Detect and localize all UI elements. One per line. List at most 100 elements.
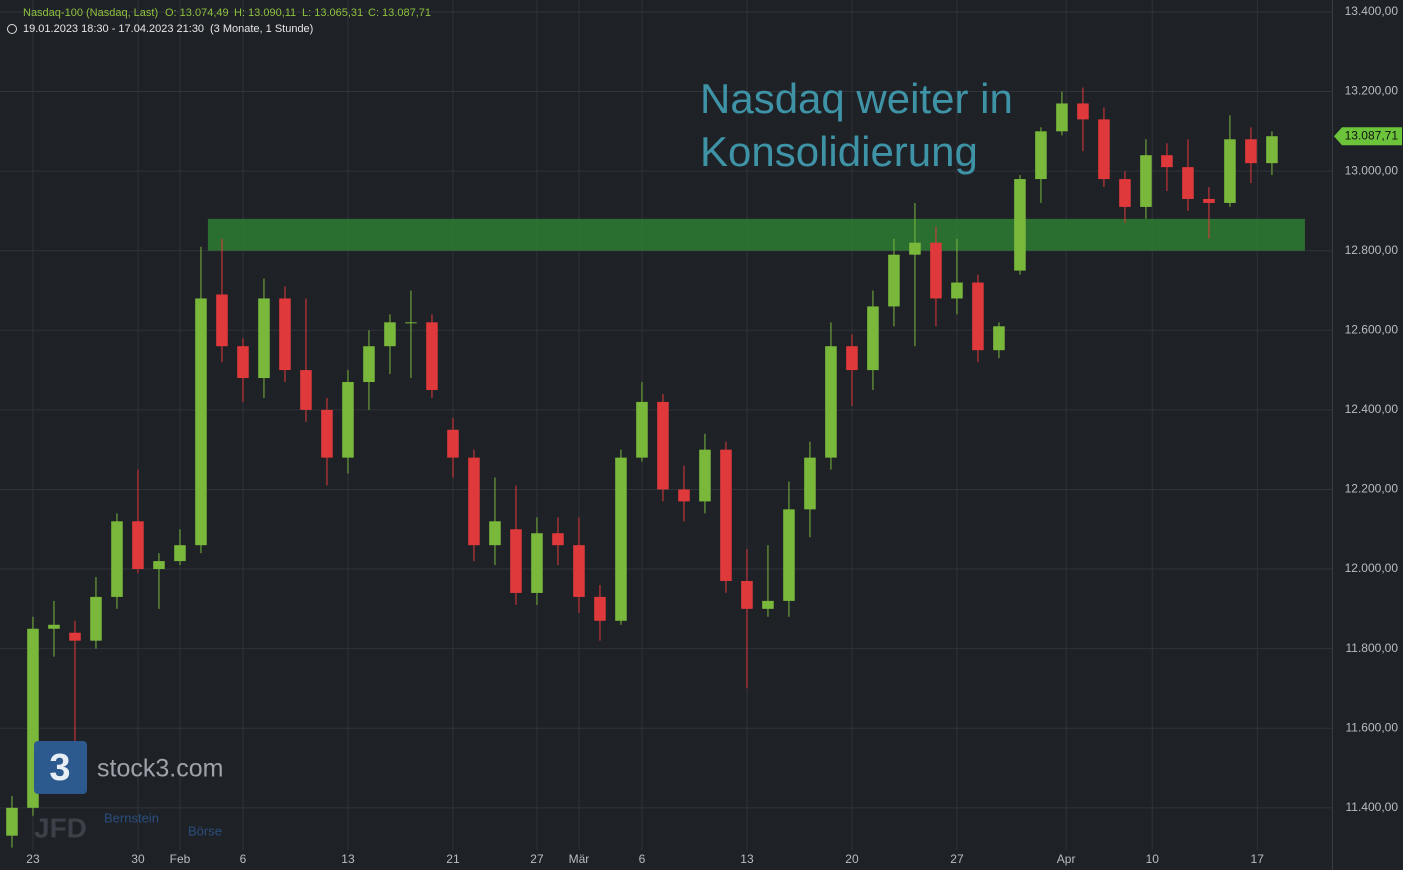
candle-body [573, 545, 585, 597]
candle-body [1203, 198, 1215, 203]
candle-body [1077, 103, 1089, 120]
candle-body [216, 294, 228, 347]
candle-body [1266, 136, 1278, 164]
clock-icon [7, 24, 17, 34]
candle-body [636, 401, 648, 458]
partner-logo: JFD [34, 812, 87, 843]
y-tick-label: 13.200,00 [1345, 84, 1399, 98]
candle-body [825, 346, 837, 458]
x-tick-label: 30 [131, 852, 145, 866]
candle-body [699, 449, 711, 502]
date-range: 19.01.2023 18:30 - 17.04.2023 21:30 [23, 23, 204, 35]
support-zone [207, 218, 1305, 251]
watermark: 3 stock3.com JFD Bernstein Börse [34, 741, 223, 843]
candle-body [867, 306, 879, 371]
candle-body [132, 521, 144, 570]
candle-body [69, 632, 81, 641]
candle-body [489, 521, 501, 546]
candle-body [615, 457, 627, 621]
candle-body [6, 807, 18, 836]
x-tick-label: 23 [26, 852, 40, 866]
partner-logo: Börse [188, 823, 222, 838]
x-tick-label: Apr [1057, 852, 1076, 866]
x-tick-label: 17 [1251, 852, 1265, 866]
y-tick-label: 11.400,00 [1346, 800, 1399, 814]
candle-body [888, 254, 900, 307]
candle-body [300, 370, 312, 410]
y-tick-label: 12.200,00 [1345, 482, 1399, 496]
x-tick-label: 20 [845, 852, 859, 866]
y-tick-label: 13.400,00 [1345, 4, 1399, 18]
x-tick-label: 6 [639, 852, 646, 866]
candle-body [783, 509, 795, 601]
candle-body [1035, 131, 1047, 180]
candle-body [1119, 179, 1131, 207]
y-tick-label: 13.000,00 [1345, 163, 1399, 177]
partner-logo: Bernstein [104, 810, 159, 825]
candle-body [594, 596, 606, 621]
candle-body [1140, 155, 1152, 207]
candle-body [195, 298, 207, 546]
x-tick-label: 27 [950, 852, 964, 866]
candle-body [1224, 139, 1236, 203]
candle-body [720, 449, 732, 581]
y-tick-label: 12.800,00 [1345, 243, 1399, 257]
candle-body [762, 600, 774, 609]
candle-body [258, 298, 270, 379]
annotation: Nasdaq weiter in [700, 75, 1013, 122]
candle-body [447, 429, 459, 458]
candle-body [1161, 155, 1173, 168]
candle-body [657, 401, 669, 490]
header: Nasdaq-100 (Nasdaq, Last) O: 13.074,49 H… [7, 7, 431, 35]
candle-body [153, 561, 165, 570]
candle-body [510, 529, 522, 593]
candle-body [972, 282, 984, 351]
period: (3 Monate, 1 Stunde) [210, 23, 313, 35]
candle-body [741, 580, 753, 609]
candle-body [678, 489, 690, 502]
candle-body [111, 521, 123, 597]
candle-body [321, 409, 333, 458]
candle-body [804, 457, 816, 510]
x-tick-label: 21 [446, 852, 460, 866]
candle-body [951, 282, 963, 299]
candle-body [909, 242, 921, 255]
ohlc-high: H: 13.090,11 [234, 7, 296, 19]
y-tick-label: 11.800,00 [1346, 641, 1399, 655]
x-tick-label: Mär [569, 852, 590, 866]
x-tick-label: 6 [240, 852, 247, 866]
ohlc-low: L: 13.065,31 [302, 7, 363, 19]
candle-body [237, 346, 249, 379]
candle-body [384, 322, 396, 347]
last-price-marker [1334, 127, 1402, 146]
x-tick-label: Feb [170, 852, 191, 866]
candle-body [552, 533, 564, 546]
brand: stock3.com [97, 755, 223, 783]
candle-body [993, 326, 1005, 351]
ohlc-open: O: 13.074,49 [165, 7, 229, 19]
candle-body [27, 628, 39, 808]
candle-body [1056, 103, 1068, 132]
y-tick-label: 12.600,00 [1345, 322, 1399, 336]
y-tick-label: 11.600,00 [1346, 720, 1399, 734]
candle-body [363, 346, 375, 383]
candle-body [930, 242, 942, 299]
candle-body [468, 457, 480, 546]
last-price-label: 13.087,71 [1345, 128, 1399, 142]
candle-body [531, 533, 543, 593]
logo: 3 [49, 747, 70, 789]
candle-body [1245, 139, 1257, 164]
candle-body [426, 322, 438, 390]
ohlc-close: C: 13.087,71 [368, 7, 431, 19]
candle-body [1182, 167, 1194, 199]
y-tick-label: 12.000,00 [1345, 561, 1399, 575]
candle-body [90, 596, 102, 641]
instrument: Nasdaq-100 (Nasdaq, Last) [23, 7, 158, 19]
candle-body [405, 322, 417, 324]
candle-body [846, 346, 858, 371]
x-tick-label: 13 [740, 852, 754, 866]
candle-body [1098, 119, 1110, 180]
logo-box [34, 741, 87, 794]
